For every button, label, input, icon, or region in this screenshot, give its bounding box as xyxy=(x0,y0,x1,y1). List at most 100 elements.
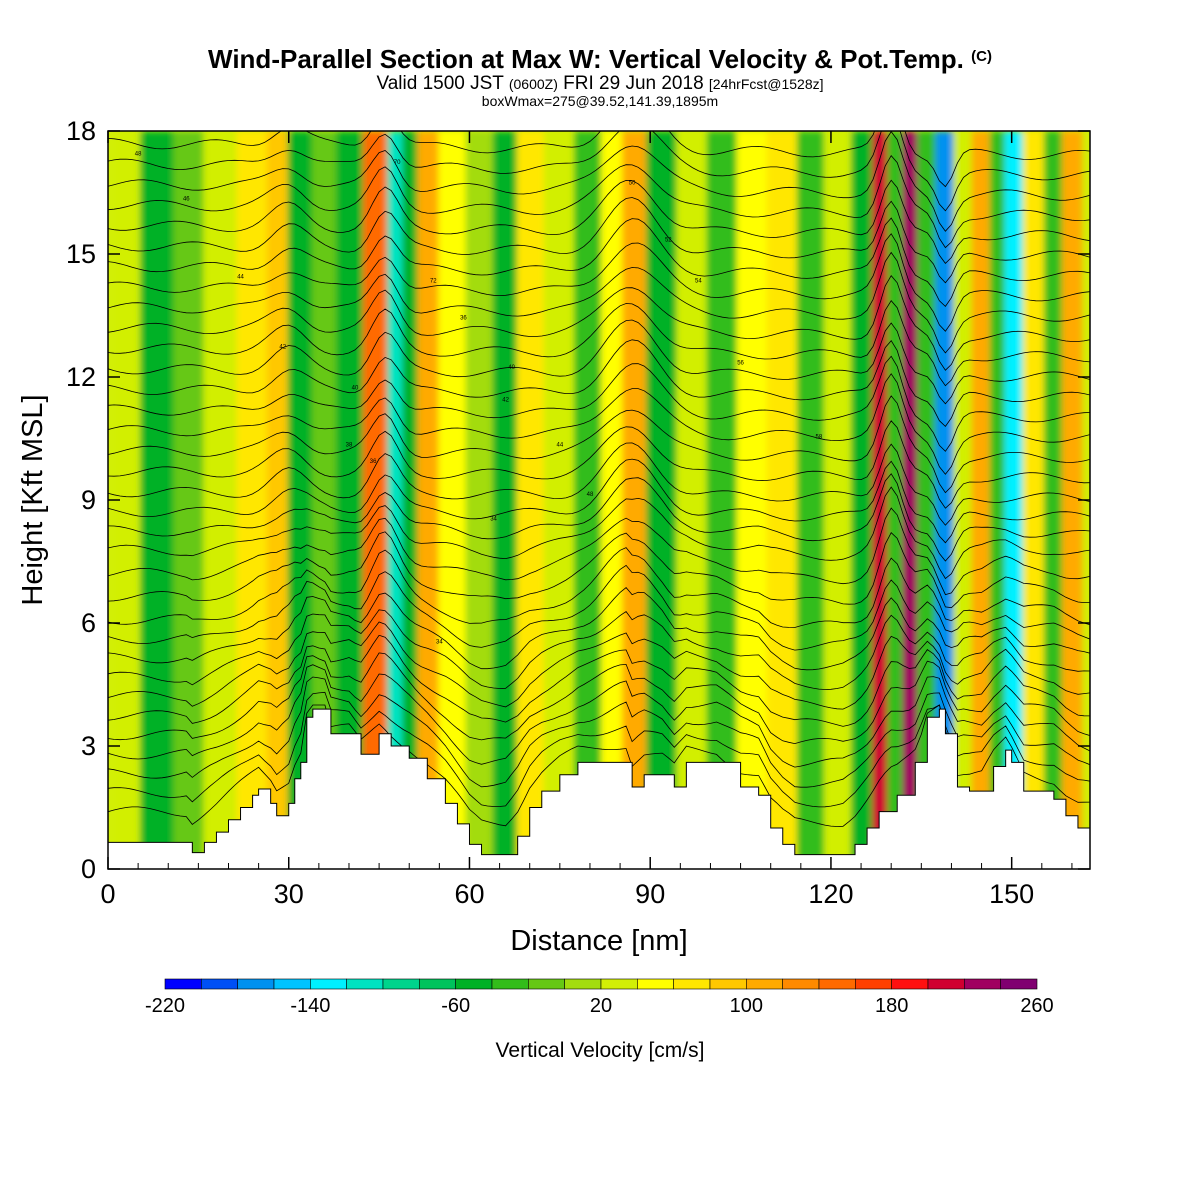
velocity-band xyxy=(902,131,920,869)
isentrope-label: 70 xyxy=(394,160,401,166)
velocity-band xyxy=(173,131,206,869)
isentrope-line xyxy=(108,339,1090,428)
velocity-band xyxy=(573,131,604,869)
colorbar-swatch xyxy=(782,978,820,990)
isentrope-line xyxy=(108,458,1090,544)
isentrope-line xyxy=(108,547,1090,628)
isentrope-label: 52 xyxy=(665,238,672,244)
colorbar-swatch xyxy=(927,978,965,990)
isentrope-line xyxy=(108,217,1090,308)
x-tick-label: 120 xyxy=(808,879,853,909)
colorbar-label: 100 xyxy=(730,995,763,1017)
x-tick-label: 150 xyxy=(989,879,1034,909)
isentrope-labels: 48 46 44 42 40 38 36 34 34 70 72 36 40 42 44 48 50 52 54 56… xyxy=(135,152,823,646)
x-tick-label: 60 xyxy=(454,879,484,909)
isentrope-line xyxy=(108,621,1090,710)
velocity-band xyxy=(706,131,739,869)
y-tick-label: 6 xyxy=(81,608,96,638)
x-tick-label: 30 xyxy=(274,879,304,909)
velocity-band xyxy=(543,131,576,869)
x-tick-label: 90 xyxy=(635,879,665,909)
velocity-band xyxy=(601,131,625,869)
colorbar-swatch xyxy=(564,978,602,990)
colorbar-swatch xyxy=(1000,978,1038,990)
y-axis-title: Height [Kft MSL] xyxy=(17,394,49,605)
isentrope-line xyxy=(108,704,1090,827)
isentrope-line xyxy=(108,691,1090,808)
x-axis-title: Distance [nm] xyxy=(510,925,687,957)
isentrope-line xyxy=(108,564,1090,651)
velocity-field xyxy=(116,131,1082,869)
colorbar-swatch xyxy=(891,978,929,990)
isentrope-line xyxy=(108,275,1090,371)
velocity-band xyxy=(387,131,405,869)
isentrope-line xyxy=(108,507,1090,596)
y-tick-label: 3 xyxy=(81,731,96,761)
velocity-band xyxy=(465,131,495,869)
colorbar-swatch xyxy=(637,978,674,990)
colorbar-label: -60 xyxy=(441,995,470,1017)
velocity-band xyxy=(492,131,519,869)
colorbar-label: -220 xyxy=(145,995,185,1017)
y-tick-label: 15 xyxy=(66,239,96,269)
colorbar-swatch xyxy=(746,978,783,990)
chart-subtitle: Valid 1500 JST (0600Z) FRI 29 Jun 2018 [… xyxy=(0,73,1200,95)
isentrope-line xyxy=(108,420,1090,509)
velocity-band xyxy=(935,131,956,869)
colorbar-swatch xyxy=(273,978,311,990)
colorbar-swatch xyxy=(164,978,202,990)
isentrope-line xyxy=(108,197,1090,284)
isentrope-line xyxy=(108,531,1090,609)
velocity-band xyxy=(1022,131,1046,869)
colorbar-swatch xyxy=(673,978,711,990)
colorbar-swatch xyxy=(455,978,493,990)
colorbar-swatch xyxy=(528,978,565,990)
isentrope-line xyxy=(108,486,1090,580)
colorbar-swatch xyxy=(346,978,384,990)
colorbar-swatch xyxy=(964,978,1001,990)
velocity-band xyxy=(736,131,769,869)
isentrope-line xyxy=(108,634,1090,727)
isentrope-label: 48 xyxy=(587,492,594,498)
copyright-mark: (C) xyxy=(971,48,992,65)
isentrope-label: 34 xyxy=(490,517,497,523)
isentrope-line xyxy=(108,373,1090,475)
isentrope-label: 36 xyxy=(370,459,377,465)
colorbar-swatch xyxy=(419,978,456,990)
colorbar-label: 260 xyxy=(1020,995,1053,1017)
colorbar-label: 180 xyxy=(875,995,908,1017)
isentrope-line xyxy=(108,131,1090,212)
velocity-band xyxy=(402,131,420,869)
y-tick-label: 12 xyxy=(66,362,96,392)
isentrope-label: 44 xyxy=(237,275,244,281)
isentrope-line xyxy=(108,664,1090,768)
isentrope-label: 40 xyxy=(508,365,515,371)
isentrope-line xyxy=(108,131,1090,232)
velocity-band xyxy=(676,131,709,869)
colorbar-swatch xyxy=(382,978,420,990)
colorbar-swatch xyxy=(855,978,892,990)
chart-title: Wind-Parallel Section at Max W: Vertical… xyxy=(0,44,1200,75)
isentrope-line xyxy=(108,300,1090,387)
isentrope-label: 34 xyxy=(436,640,443,646)
isentrope-line xyxy=(108,587,1090,671)
isentrope-label: 58 xyxy=(816,435,823,441)
colorbar-swatch xyxy=(600,978,638,990)
isentrope-line xyxy=(108,442,1090,526)
chart-title-text: Wind-Parallel Section at Max W: Vertical… xyxy=(208,44,964,74)
velocity-band xyxy=(140,131,176,869)
colorbar-swatch xyxy=(310,978,347,990)
isentrope-line xyxy=(108,179,1090,265)
valid-time-utc: (0600Z) xyxy=(508,76,558,92)
velocity-band xyxy=(796,131,826,869)
valid-time: Valid 1500 JST xyxy=(376,73,504,94)
velocity-band xyxy=(203,131,239,869)
y-tick-label: 9 xyxy=(81,485,96,515)
valid-date: FRI 29 Jun 2018 xyxy=(563,73,704,94)
colorbar-swatch xyxy=(201,978,238,990)
isentrope-line xyxy=(108,473,1090,562)
velocity-band xyxy=(766,131,799,869)
colorbar: -220 -140 -60 20 100 180 260 xyxy=(145,978,1054,1017)
